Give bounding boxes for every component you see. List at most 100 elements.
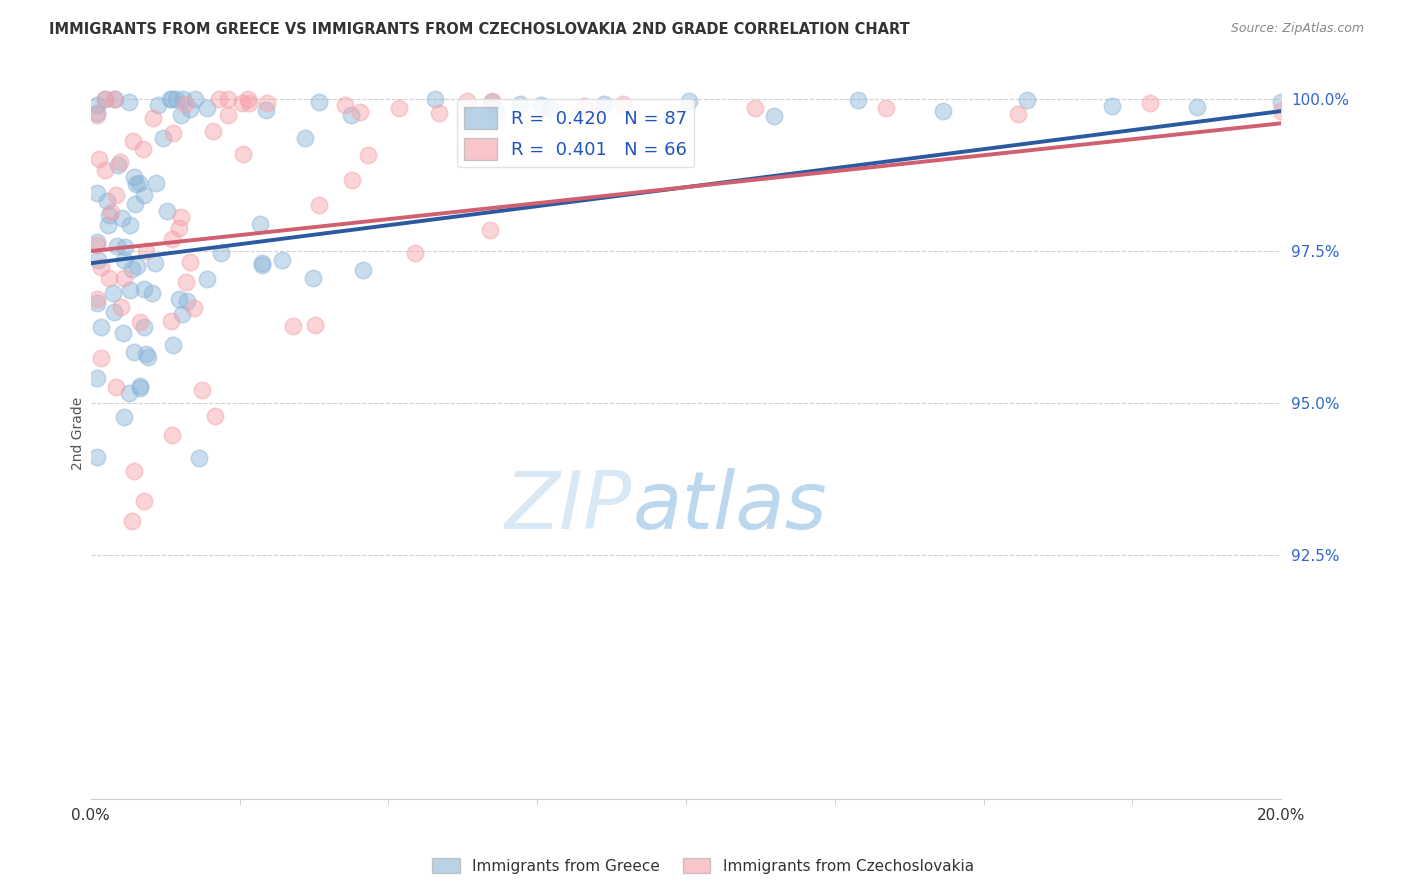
- Point: [1007, 107, 1029, 121]
- Point: [179, 102, 201, 116]
- Point: [172, 92, 194, 106]
- Point: [481, 94, 503, 108]
- Point: [538, 102, 561, 116]
- Point: [96, 194, 118, 208]
- Point: [485, 105, 508, 120]
- Point: [179, 255, 201, 269]
- Point: [90, 351, 112, 365]
- Point: [427, 106, 450, 120]
- Point: [143, 256, 166, 270]
- Y-axis label: 2nd Grade: 2nd Grade: [72, 397, 86, 470]
- Point: [762, 109, 785, 123]
- Point: [250, 256, 273, 270]
- Point: [176, 294, 198, 309]
- Point: [875, 101, 897, 115]
- Point: [612, 97, 634, 112]
- Point: [132, 320, 155, 334]
- Point: [86, 450, 108, 465]
- Point: [86, 370, 108, 384]
- Point: [100, 205, 122, 219]
- Point: [104, 188, 127, 202]
- Point: [187, 451, 209, 466]
- Point: [481, 95, 503, 110]
- Point: [271, 252, 294, 267]
- Point: [112, 253, 135, 268]
- Point: [678, 94, 700, 108]
- Point: [1017, 93, 1039, 107]
- Point: [86, 186, 108, 200]
- Point: [159, 92, 181, 106]
- Point: [103, 305, 125, 319]
- Point: [142, 111, 165, 125]
- Point: [249, 218, 271, 232]
- Point: [121, 514, 143, 528]
- Point: [94, 163, 117, 178]
- Point: [530, 97, 553, 112]
- Point: [86, 108, 108, 122]
- Point: [1270, 95, 1292, 110]
- Point: [127, 259, 149, 273]
- Point: [122, 135, 145, 149]
- Point: [111, 211, 134, 226]
- Point: [132, 282, 155, 296]
- Point: [207, 92, 229, 106]
- Point: [340, 173, 363, 187]
- Point: [86, 235, 108, 250]
- Point: [120, 219, 142, 233]
- Point: [339, 108, 361, 122]
- Point: [201, 124, 224, 138]
- Point: [86, 296, 108, 310]
- Point: [195, 272, 218, 286]
- Point: [162, 126, 184, 140]
- Point: [1139, 96, 1161, 111]
- Point: [357, 148, 380, 162]
- Point: [129, 381, 152, 395]
- Point: [86, 252, 108, 267]
- Point: [97, 218, 120, 232]
- Point: [174, 275, 197, 289]
- Point: [90, 260, 112, 274]
- Point: [121, 261, 143, 276]
- Point: [118, 95, 141, 109]
- Point: [86, 106, 108, 120]
- Point: [145, 176, 167, 190]
- Point: [846, 93, 869, 107]
- Point: [136, 350, 159, 364]
- Point: [105, 380, 128, 394]
- Legend: R =  0.420   N = 87, R =  0.401   N = 66: R = 0.420 N = 87, R = 0.401 N = 66: [457, 99, 695, 167]
- Point: [254, 103, 277, 117]
- Point: [108, 155, 131, 169]
- Text: atlas: atlas: [633, 467, 827, 546]
- Point: [103, 92, 125, 106]
- Point: [94, 92, 117, 106]
- Point: [236, 92, 259, 106]
- Point: [304, 318, 326, 332]
- Point: [352, 263, 374, 277]
- Point: [124, 197, 146, 211]
- Point: [593, 97, 616, 112]
- Point: [1101, 98, 1123, 112]
- Point: [456, 94, 478, 108]
- Point: [231, 95, 253, 110]
- Point: [349, 105, 371, 120]
- Point: [162, 338, 184, 352]
- Point: [217, 92, 239, 106]
- Point: [135, 346, 157, 360]
- Point: [112, 410, 135, 425]
- Point: [308, 197, 330, 211]
- Point: [160, 92, 183, 106]
- Point: [479, 223, 502, 237]
- Point: [129, 315, 152, 329]
- Legend: Immigrants from Greece, Immigrants from Czechoslovakia: Immigrants from Greece, Immigrants from …: [426, 852, 980, 880]
- Point: [294, 131, 316, 145]
- Point: [572, 99, 595, 113]
- Point: [217, 108, 239, 122]
- Point: [132, 142, 155, 156]
- Point: [122, 170, 145, 185]
- Point: [256, 95, 278, 110]
- Point: [238, 95, 260, 110]
- Point: [404, 246, 426, 260]
- Point: [118, 386, 141, 401]
- Point: [167, 292, 190, 306]
- Point: [183, 301, 205, 316]
